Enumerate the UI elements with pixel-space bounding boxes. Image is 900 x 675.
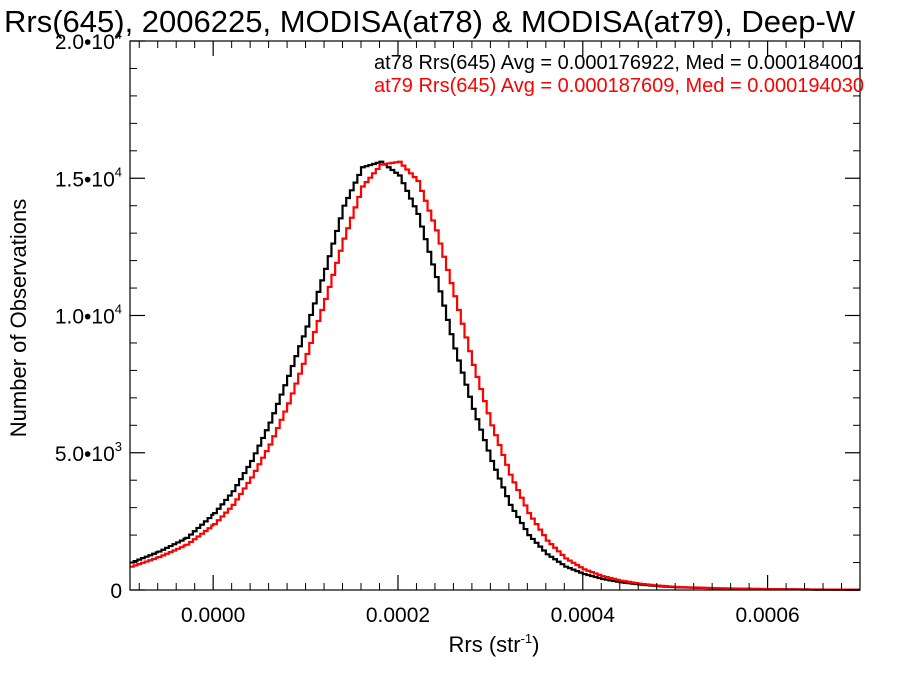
chart-title: Rrs(645), 2006225, MODISA(at78) & MODISA… [4, 4, 856, 39]
x-tick-label: 0.0002 [366, 604, 430, 627]
legend-annotations: at78 Rrs(645) Avg = 0.000176922, Med = 0… [374, 52, 864, 97]
series-line-at79 [130, 160, 860, 591]
y-tick-label: 1.0•104 [55, 302, 122, 329]
x-axis-label: Rrs (str-1) [449, 631, 540, 657]
x-axis-label-text: Rrs (str [449, 632, 521, 657]
plot-area: 0 5.0•103 1.0•104 1.5•104 2.0•104 0.0000 0.000… [55, 27, 861, 627]
y-tick-label: 2.0•104 [55, 27, 122, 54]
y-tick-label: 5.0•103 [55, 439, 122, 466]
x-axis-label-close: ) [532, 632, 539, 657]
y-tick-label: 0 [110, 580, 122, 603]
y-tick-label: 1.5•104 [55, 164, 122, 191]
x-axis-label-exponent: -1 [521, 631, 533, 646]
annotation-text: at78 Rrs(645) Avg = 0.000176922, Med = 0… [374, 52, 864, 74]
x-tick-label: 0.0000 [181, 604, 245, 627]
y-axis-label: Number of Observations [6, 199, 31, 437]
annotation-text: at79 Rrs(645) Avg = 0.000187609, Med = 0… [374, 75, 864, 97]
x-tick-label: 0.0004 [551, 604, 616, 627]
x-tick-label: 0.0006 [735, 604, 799, 627]
